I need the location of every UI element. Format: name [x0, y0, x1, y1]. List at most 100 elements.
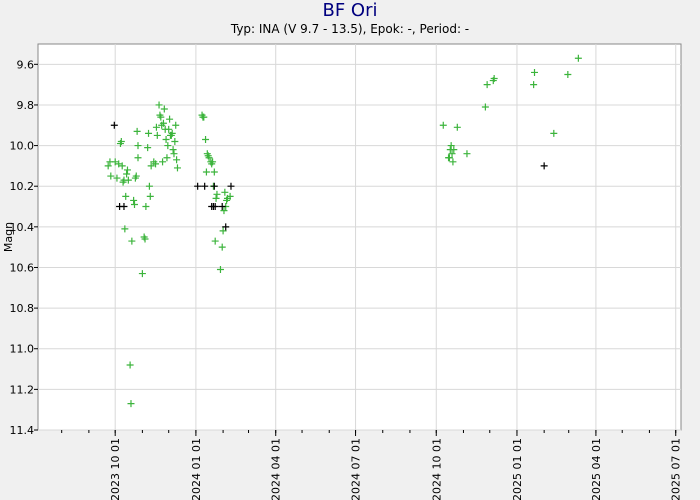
- data-point: [173, 164, 181, 172]
- data-point: [209, 158, 217, 166]
- data-point: [127, 400, 135, 408]
- data-point: [157, 113, 165, 121]
- data-point: [211, 237, 219, 245]
- data-point: [165, 125, 173, 133]
- y-tick-label: 9.8: [17, 99, 35, 112]
- y-tick-label: 11.4: [10, 424, 35, 437]
- data-point: [202, 135, 210, 143]
- data-point: [162, 135, 170, 143]
- y-tick-label: 10.4: [10, 221, 35, 234]
- data-point: [531, 68, 539, 76]
- x-tick-label: 2024 04 01: [270, 438, 283, 500]
- data-point: [447, 142, 455, 150]
- data-point: [168, 129, 176, 137]
- data-point: [227, 182, 235, 190]
- chart-title: BF Ori: [322, 0, 378, 21]
- data-point: [130, 200, 138, 208]
- data-point: [212, 194, 220, 202]
- y-tick-label: 11.0: [10, 343, 35, 356]
- data-point: [216, 266, 224, 274]
- data-point: [120, 203, 128, 211]
- x-tick-label: 2024 01 01: [190, 438, 203, 500]
- data-point: [172, 121, 180, 129]
- x-tick-label: 2024 07 01: [350, 438, 363, 500]
- plot-area: [37, 43, 682, 431]
- data-point: [118, 162, 126, 170]
- data-point: [449, 158, 457, 166]
- data-point: [160, 105, 168, 113]
- series-1: [110, 121, 548, 231]
- chart-subtitle: Typ: INA (V 9.7 - 13.5), Epok: -, Period…: [230, 22, 470, 36]
- data-point: [481, 103, 489, 111]
- data-point: [132, 172, 140, 180]
- x-tick-label: 2024 10 01: [430, 438, 443, 500]
- data-point: [163, 154, 171, 162]
- data-point: [210, 168, 218, 176]
- data-point: [463, 150, 471, 158]
- data-point: [113, 174, 121, 182]
- data-point: [152, 160, 160, 168]
- data-point: [170, 150, 178, 158]
- y-tick-label: 10.8: [10, 302, 35, 315]
- y-axis: 9.6 9.8 10.0 10.2 10.4 10.6 10.8 11.0 11.2 11.4: [10, 58, 38, 437]
- data-points: [104, 54, 582, 408]
- data-point: [202, 168, 210, 176]
- data-point: [145, 182, 153, 190]
- data-point: [121, 225, 129, 233]
- data-point: [221, 188, 229, 196]
- data-point: [218, 243, 226, 251]
- data-point: [153, 131, 161, 139]
- data-point: [453, 123, 461, 131]
- data-point: [123, 166, 131, 174]
- data-point: [126, 361, 134, 369]
- data-point: [124, 176, 132, 184]
- data-point: [155, 101, 163, 109]
- data-point: [111, 158, 119, 166]
- data-point: [146, 192, 154, 200]
- x-tick-label: 2025 04 01: [590, 438, 603, 500]
- data-point: [448, 150, 456, 158]
- x-tick-label: 2025 01 01: [511, 438, 524, 500]
- data-point: [144, 144, 152, 152]
- data-point: [104, 162, 112, 170]
- data-point: [128, 237, 136, 245]
- data-point: [574, 54, 582, 62]
- data-point: [142, 203, 150, 211]
- data-point: [166, 115, 174, 123]
- y-axis-label: Magn: [2, 222, 15, 252]
- data-point: [164, 142, 172, 150]
- data-point: [439, 121, 447, 129]
- data-point: [222, 223, 230, 231]
- data-point: [107, 172, 115, 180]
- data-point: [450, 146, 458, 154]
- data-point: [152, 123, 160, 131]
- data-point: [122, 192, 130, 200]
- data-point: [138, 270, 146, 278]
- data-point: [550, 129, 558, 137]
- y-tick-label: 10.6: [10, 261, 35, 274]
- data-point: [540, 162, 548, 170]
- data-point: [213, 190, 221, 198]
- data-point: [133, 127, 141, 135]
- data-point: [171, 138, 179, 146]
- data-point: [169, 146, 177, 154]
- data-point: [141, 235, 149, 243]
- data-point: [110, 121, 118, 129]
- y-tick-label: 10.0: [10, 140, 35, 153]
- data-point: [134, 154, 142, 162]
- y-tick-label: 11.2: [10, 383, 35, 396]
- series-0: [104, 54, 582, 408]
- data-point: [218, 203, 226, 211]
- data-point: [211, 203, 219, 211]
- data-point: [159, 119, 167, 127]
- x-tick-label: 2025 07 01: [670, 438, 683, 500]
- data-point: [147, 162, 155, 170]
- data-point: [115, 160, 123, 168]
- y-tick-label: 9.6: [17, 58, 35, 71]
- data-point: [134, 142, 142, 150]
- data-point: [200, 113, 208, 121]
- data-point: [159, 158, 167, 166]
- y-tick-label: 10.2: [10, 180, 35, 193]
- data-point: [123, 170, 131, 178]
